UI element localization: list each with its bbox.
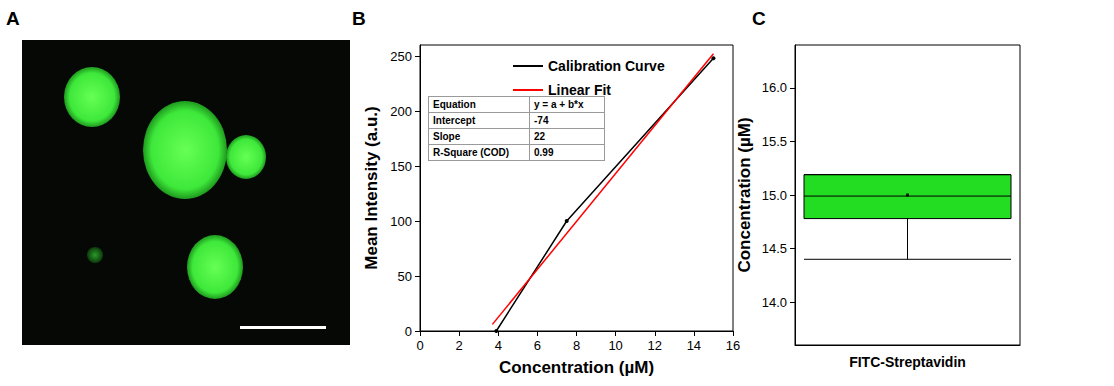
svg-text:2: 2 [456, 338, 463, 353]
html-text:y = a + b*x: y = a + b*x [534, 99, 584, 110]
svg-text:200: 200 [390, 104, 412, 119]
svg-text:6: 6 [534, 338, 541, 353]
svg-text:14.5: 14.5 [762, 241, 787, 256]
html-text:Slope: Slope [433, 131, 461, 142]
svg-text:15.0: 15.0 [762, 188, 787, 203]
html-text:0.99: 0.99 [534, 147, 554, 158]
html-text:A: A [6, 8, 20, 29]
svg-text:4: 4 [495, 338, 502, 353]
html-text:22: 22 [534, 131, 546, 142]
svg-text:Concentration (µM): Concentration (µM) [735, 117, 754, 272]
svg-text:14: 14 [687, 338, 701, 353]
html-text:Equation: Equation [433, 99, 476, 110]
svg-text:250: 250 [390, 49, 412, 64]
svg-text:150: 150 [390, 159, 412, 174]
html-text:Intercept: Intercept [433, 115, 476, 126]
html-text:B: B [352, 8, 366, 29]
svg-text:Calibration Curve: Calibration Curve [548, 58, 665, 74]
svg-text:15.5: 15.5 [762, 134, 787, 149]
svg-text:100: 100 [390, 214, 412, 229]
svg-text:10: 10 [608, 338, 622, 353]
svg-text:16: 16 [726, 338, 740, 353]
svg-text:50: 50 [398, 269, 412, 284]
svg-text:Mean Intensity (a.u.): Mean Intensity (a.u.) [362, 106, 381, 269]
svg-text:0: 0 [416, 338, 423, 353]
svg-text:16.0: 16.0 [762, 80, 787, 95]
html-text:R-Square (COD): R-Square (COD) [433, 147, 510, 158]
svg-text:14.0: 14.0 [762, 295, 787, 310]
html-text:C: C [752, 8, 766, 29]
svg-text:0: 0 [405, 324, 412, 339]
svg-text:FITC-Streptavidin: FITC-Streptavidin [849, 354, 966, 370]
svg-text:Linear Fit: Linear Fit [548, 82, 611, 98]
svg-text:Concentration (µM): Concentration (µM) [499, 358, 654, 377]
html-text:-74: -74 [534, 115, 549, 126]
svg-text:12: 12 [648, 338, 662, 353]
svg-text:8: 8 [573, 338, 580, 353]
